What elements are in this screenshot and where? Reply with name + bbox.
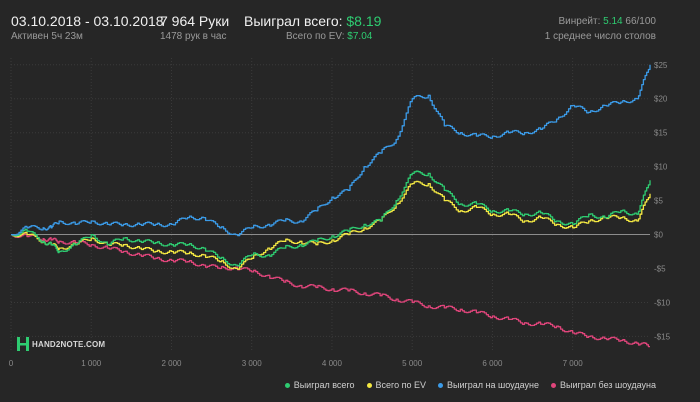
stats-header: 03.10.2018 - 03.10.2018 Активен 5ч 23м 7…	[0, 0, 700, 50]
y-tick-label: $0	[654, 231, 663, 240]
series-line-ev	[11, 180, 651, 270]
legend-item-showdown[interactable]: Выиграл на шоудауне	[438, 380, 539, 390]
active-time: Активен 5ч 23м	[11, 31, 83, 42]
x-tick-label: 5 000	[402, 359, 423, 368]
won-total: Выиграл всего: $8.19	[244, 13, 381, 29]
series-line-won-total	[11, 170, 651, 267]
legend-dot-non-showdown	[551, 382, 556, 388]
series-line-showdown	[11, 64, 651, 237]
legend-dot-won-total	[284, 382, 290, 388]
legend-item-won-total[interactable]: Выиграл всего	[284, 380, 355, 390]
legend-dot-showdown	[438, 382, 444, 388]
won-total-label: Выиграл всего:	[244, 13, 343, 29]
avg-tables: 1 среднее число столов	[544, 31, 656, 42]
y-tick-label: $15	[654, 129, 668, 138]
legend-dot-ev	[366, 382, 372, 388]
x-tick-label: 6 000	[482, 359, 503, 368]
won-total-value: $8.19	[346, 13, 382, 29]
logo-icon	[17, 337, 29, 351]
x-tick-label: 0	[9, 359, 14, 368]
profit-graph[interactable]: 0 1 000 2 000 3 000 4 000 5 000 6 000 7 000 $25 $…	[0, 50, 700, 402]
y-tick-label: $5	[654, 197, 663, 206]
logo: HAND2NOTE.COM	[17, 337, 105, 351]
x-tick-label: 4 000	[322, 359, 343, 368]
hands-count: 7 964 Руки	[160, 13, 230, 29]
legend-item-non-showdown[interactable]: Выиграл без шоудауна	[551, 380, 656, 390]
ev-label: Всего по EV:	[286, 31, 345, 42]
winrate-label: Винрейт:	[558, 16, 601, 27]
legend-label-won-total: Выиграл всего	[293, 380, 355, 390]
y-tick-label: -$10	[654, 298, 671, 307]
x-tick-label: 2 000	[161, 359, 182, 368]
y-tick-label: -$15	[654, 332, 671, 341]
series-line-non-showdown	[11, 233, 650, 348]
x-tick-label: 7 000	[563, 359, 584, 368]
chart-area: 0 1 000 2 000 3 000 4 000 5 000 6 000 7 000 $25 $…	[0, 50, 700, 402]
y-tick-label: $25	[654, 61, 668, 70]
y-tick-label: $10	[654, 163, 668, 172]
hands-per-hour: 1478 рук в час	[160, 31, 227, 42]
winrate-value: 5.14	[603, 16, 623, 27]
legend-item-ev[interactable]: Всего по EV	[366, 380, 427, 390]
y-tick-label: $20	[654, 95, 668, 104]
legend-label-non-showdown: Выиграл без шоудауна	[560, 380, 656, 390]
winrate: Винрейт: 5.14 66/100	[559, 16, 656, 27]
logo-text: HAND2NOTE.COM	[32, 339, 106, 349]
legend-label-ev: Всего по EV	[375, 380, 427, 390]
y-tick-label: -$5	[654, 265, 666, 274]
ev-total: Всего по EV: $7.04	[286, 31, 372, 42]
legend-label-showdown: Выиграл на шоудауне	[447, 380, 539, 390]
chart-legend: Выиграл всего Всего по EV Выиграл на шоу…	[284, 380, 656, 390]
winrate-suffix: 66/100	[625, 16, 656, 27]
x-tick-label: 1 000	[81, 359, 102, 368]
date-range: 03.10.2018 - 03.10.2018	[11, 13, 164, 29]
x-tick-label: 3 000	[242, 359, 263, 368]
ev-value: $7.04	[347, 31, 373, 42]
